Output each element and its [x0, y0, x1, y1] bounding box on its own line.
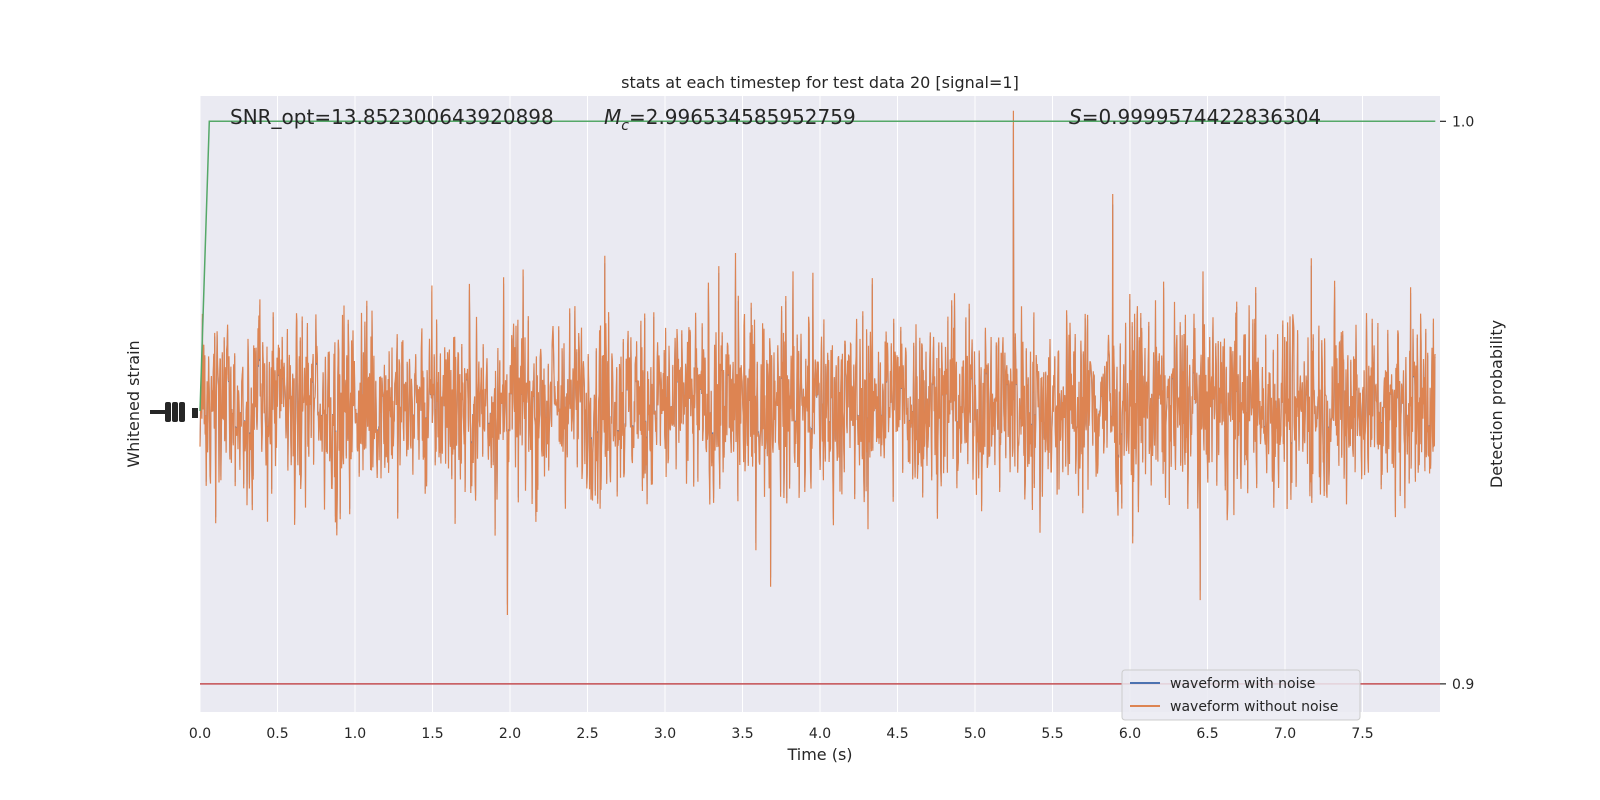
snr-annotation: SNR_opt=13.852300643920898 — [230, 105, 554, 129]
x-tick-label: 2.5 — [576, 726, 598, 742]
x-tick-label: 7.5 — [1351, 726, 1373, 742]
left-axis-clutter — [150, 402, 198, 422]
x-axis-label: Time (s) — [786, 745, 852, 764]
x-tick-label: 4.0 — [809, 726, 831, 742]
x-tick-label: 5.0 — [964, 726, 986, 742]
legend-box — [1121, 669, 1361, 721]
mc-value: =2.996534585952759 — [629, 105, 856, 129]
mc-symbol: M — [604, 105, 621, 129]
chart-title: stats at each timestep for test data 20 … — [621, 73, 1019, 92]
probability-line — [199, 120, 1436, 412]
left-y-axis-label: Whitened strain — [124, 340, 143, 467]
s-value: =0.9999574422836304 — [1082, 105, 1321, 129]
legend-label-with-noise: waveform with noise — [1170, 676, 1315, 692]
right-y-axis-label: Detection probability — [1487, 320, 1506, 488]
mc-subscript: c — [621, 118, 629, 134]
x-tick-label: 6.5 — [1196, 726, 1218, 742]
legend-label-without-noise: waveform without noise — [1170, 699, 1338, 715]
right-axis-ticks: 0.9 1.0 — [1440, 114, 1474, 693]
x-tick-label: 1.0 — [344, 726, 366, 742]
x-tick-label: 3.5 — [731, 726, 753, 742]
mc-annotation: Mc=2.996534585952759 — [604, 105, 856, 134]
right-tick-label: 1.0 — [1452, 114, 1474, 130]
x-tick-label: 7.0 — [1274, 726, 1296, 742]
x-tick-label: 1.5 — [421, 726, 443, 742]
x-tick-label: 2.0 — [499, 726, 521, 742]
legend: waveform with noise waveform without noi… — [1121, 669, 1361, 721]
x-tick-label: 3.0 — [654, 726, 676, 742]
waveforms — [199, 110, 1436, 616]
x-tick-label: 0.5 — [266, 726, 288, 742]
x-tick-label: 6.0 — [1119, 726, 1141, 742]
s-annotation: S=0.9999574422836304 — [1069, 105, 1321, 129]
x-tick-label: 0.0 — [189, 726, 211, 742]
series-line-without-noise — [199, 110, 1436, 616]
x-tick-label: 5.5 — [1041, 726, 1063, 742]
right-tick-label: 0.9 — [1452, 677, 1474, 693]
x-tick-label: 4.5 — [886, 726, 908, 742]
x-axis-ticks: 0.0 0.5 1.0 1.5 2.0 2.5 3.0 3.5 4.0 4.5 5.0 5.5 6.0 6… — [189, 726, 1374, 742]
s-symbol: S — [1069, 105, 1082, 129]
